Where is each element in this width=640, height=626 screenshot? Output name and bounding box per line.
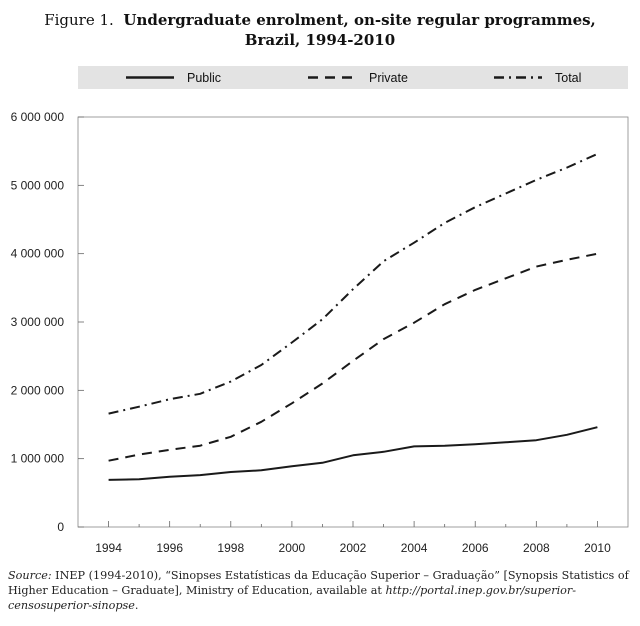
figure-title: Figure 1. Undergraduate enrolment, on-si… bbox=[0, 10, 640, 50]
x-tick-label: 1998 bbox=[217, 541, 244, 555]
chart-legend: Public Private Total bbox=[126, 71, 581, 85]
y-tick-label: 3 000 000 bbox=[11, 315, 65, 329]
x-tick-label: 2002 bbox=[340, 541, 367, 555]
line-chart: Public Private Total 0 1 000 000 2 000 000 3 … bbox=[11, 66, 629, 555]
source-end: . bbox=[134, 599, 139, 612]
x-tick-label: 2000 bbox=[279, 541, 306, 555]
legend-label-private: Private bbox=[369, 71, 408, 85]
source-note: Source: INEP (1994-2010), “Sinopses Esta… bbox=[8, 568, 634, 613]
y-tick-label: 1 000 000 bbox=[11, 452, 65, 466]
y-tick-label: 0 bbox=[57, 520, 64, 534]
x-tick-label: 2008 bbox=[523, 541, 550, 555]
source-label: Source: bbox=[8, 569, 52, 582]
figure-title-line1: Undergraduate enrolment, on-site regular… bbox=[123, 11, 596, 29]
x-tick-label: 1994 bbox=[95, 541, 122, 555]
x-tick-label: 2006 bbox=[462, 541, 489, 555]
legend-label-public: Public bbox=[187, 71, 221, 85]
y-tick-label: 6 000 000 bbox=[11, 110, 65, 124]
figure-label: Figure 1. bbox=[44, 11, 114, 29]
y-tick-label: 4 000 000 bbox=[11, 247, 65, 261]
x-axis: 1994 1996 1998 2000 2002 2004 2006 2008 2010 bbox=[95, 521, 611, 555]
source-text: INEP (1994-2010), “Sinopses Estatísticas… bbox=[8, 569, 629, 597]
plot-area bbox=[77, 116, 629, 528]
figure-title-line2: Brazil, 1994-2010 bbox=[244, 31, 396, 49]
legend-label-total: Total bbox=[555, 71, 581, 85]
y-tick-label: 5 000 000 bbox=[11, 178, 65, 192]
y-tick-label: 2 000 000 bbox=[11, 383, 65, 397]
series-line-total bbox=[108, 152, 598, 415]
x-tick-label: 2010 bbox=[584, 541, 611, 555]
source-url[interactable]: http://portal.inep.gov.br/superior-censo… bbox=[8, 584, 577, 612]
legend-background bbox=[78, 66, 628, 89]
y-axis: 0 1 000 000 2 000 000 3 000 000 4 000 000 5 0… bbox=[11, 110, 84, 534]
series-line-public bbox=[108, 426, 598, 481]
x-tick-label: 2004 bbox=[401, 541, 428, 555]
chart-series bbox=[108, 152, 598, 481]
x-tick-label: 1996 bbox=[156, 541, 183, 555]
